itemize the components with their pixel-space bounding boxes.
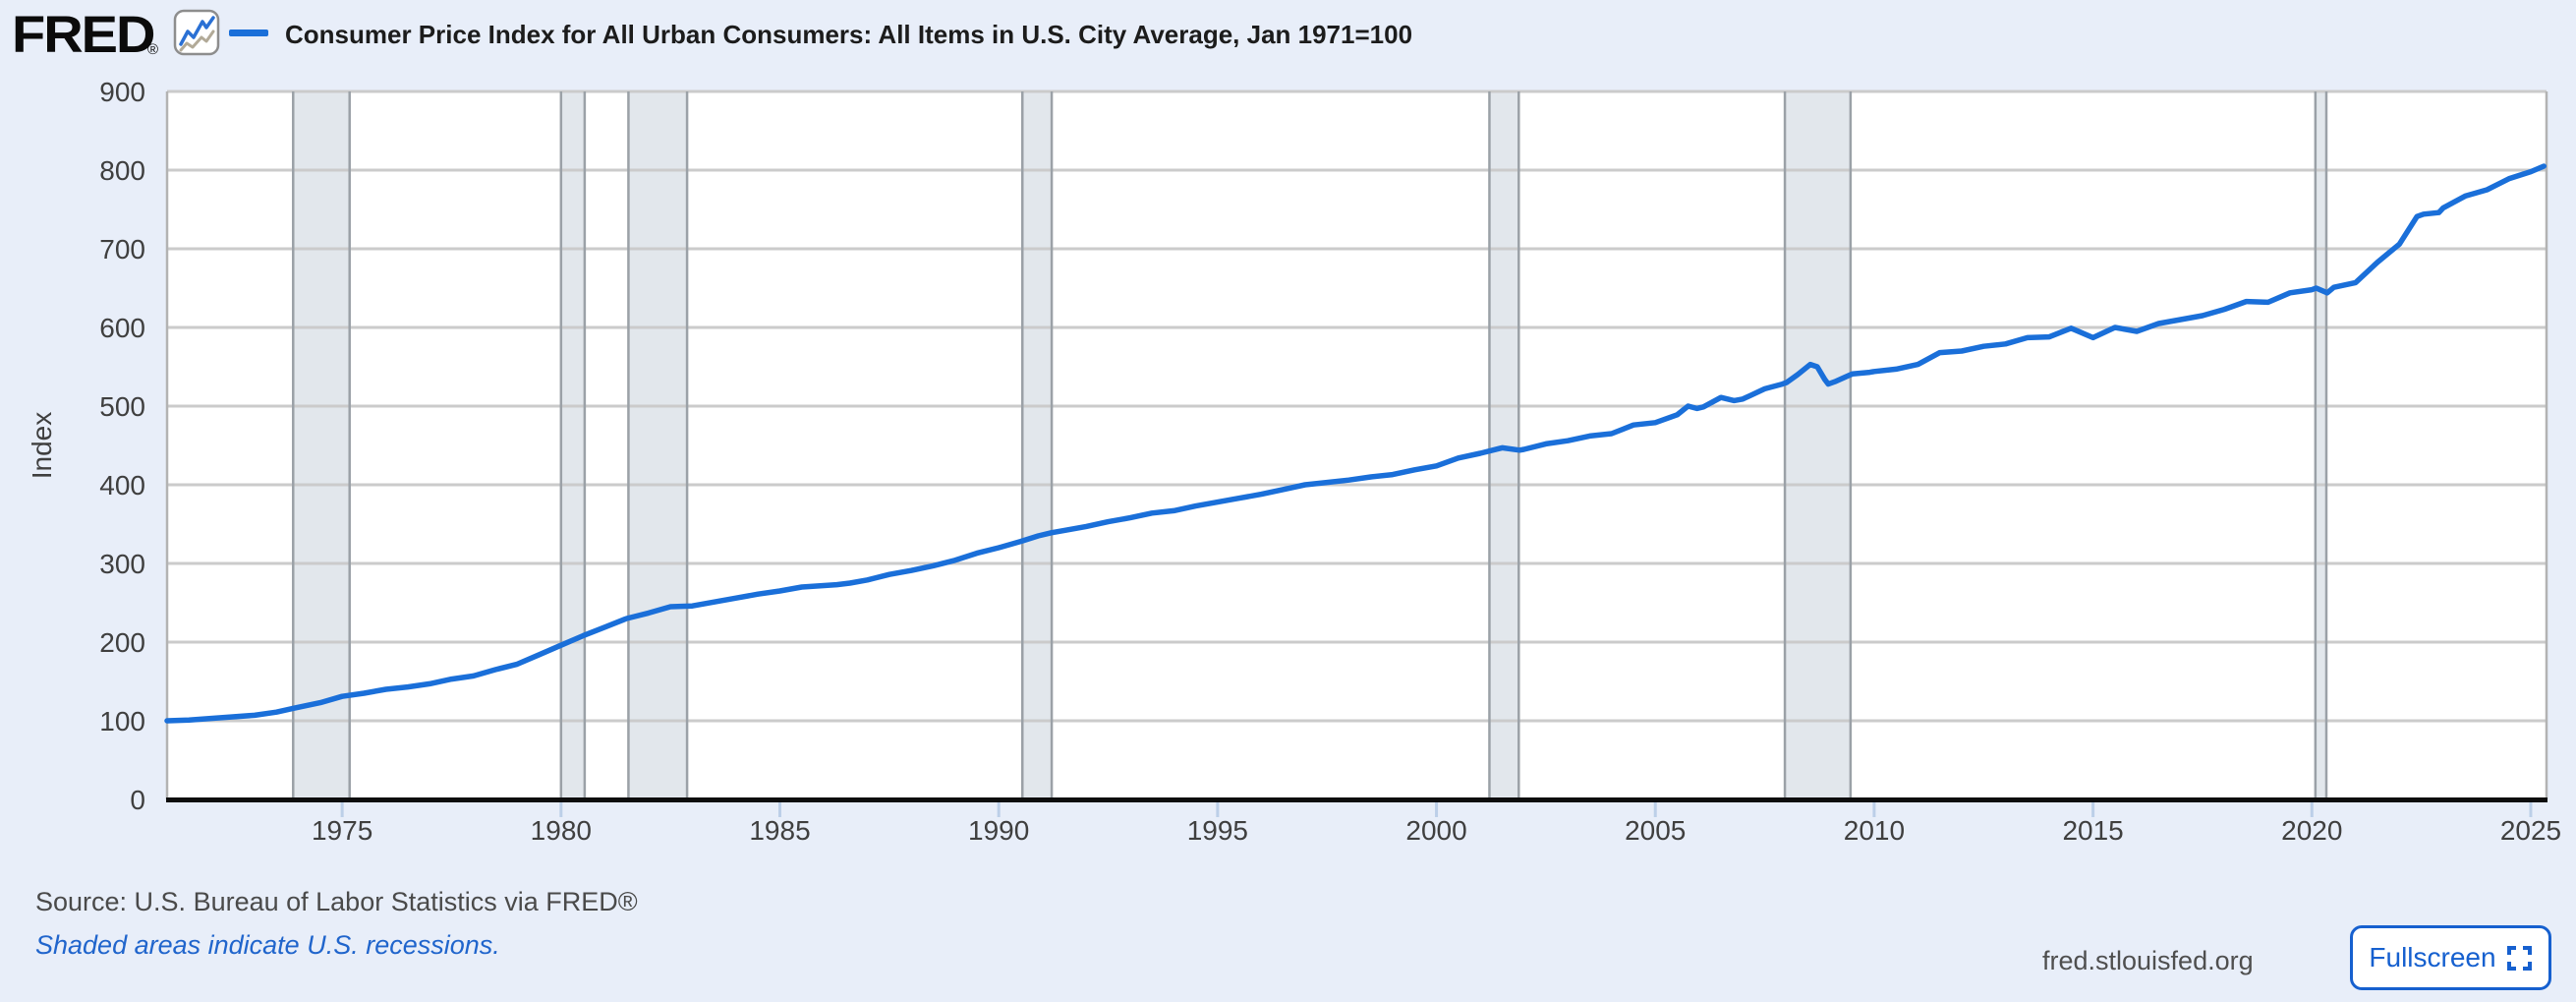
recessions-note: Shaded areas indicate U.S. recessions. (35, 930, 500, 960)
x-tick-label: 2000 (1405, 815, 1466, 846)
recession-band (2315, 91, 2326, 799)
x-tick-label: 2020 (2281, 815, 2342, 846)
plot-background (167, 91, 2547, 799)
fred-chart-icon (173, 9, 220, 61)
y-tick-label: 700 (99, 234, 145, 265)
x-tick-label: 2025 (2500, 815, 2561, 846)
cpi-series-line (164, 163, 2547, 724)
y-tick-label: 0 (130, 785, 145, 815)
y-tick-label: 900 (99, 77, 145, 107)
x-tick-label: 1990 (968, 815, 1029, 846)
x-tick-label: 2010 (1844, 815, 1905, 846)
y-axis-title: Index (27, 412, 57, 480)
fullscreen-icon (2506, 945, 2533, 972)
y-tick-label: 800 (99, 155, 145, 186)
x-tick-label: 1975 (312, 815, 372, 846)
fullscreen-button-label: Fullscreen (2369, 942, 2496, 973)
recession-band (1022, 91, 1053, 799)
x-tick-label: 1995 (1187, 815, 1248, 846)
y-tick-label: 200 (99, 627, 145, 658)
recession-band (293, 91, 350, 799)
y-tick-label: 600 (99, 313, 145, 343)
recession-band (1785, 91, 1851, 799)
recession-band (628, 91, 688, 799)
y-tick-label: 500 (99, 391, 145, 422)
y-tick-label: 400 (99, 470, 145, 501)
graph-header: FRED ® Consumer Price Index for All Urba… (0, 0, 2576, 69)
y-tick-label: 100 (99, 706, 145, 737)
fred-logo-registered-mark: ® (147, 41, 159, 58)
x-tick-label: 1980 (531, 815, 592, 846)
fred-site-link[interactable]: fred.stlouisfed.org (2042, 946, 2254, 975)
fullscreen-button[interactable]: Fullscreen (2350, 925, 2551, 990)
x-axis-line (166, 797, 2547, 802)
chart-title: Consumer Price Index for All Urban Consu… (285, 20, 1413, 49)
recession-band (560, 91, 585, 799)
source-text: Source: U.S. Bureau of Labor Statistics … (35, 887, 638, 916)
y-tick-label: 300 (99, 549, 145, 579)
legend-line-swatch (229, 29, 268, 36)
x-tick-label: 2005 (1625, 815, 1686, 846)
fred-logo[interactable]: FRED (12, 4, 155, 64)
x-tick-label: 2015 (2062, 815, 2123, 846)
x-tick-label: 1985 (749, 815, 810, 846)
